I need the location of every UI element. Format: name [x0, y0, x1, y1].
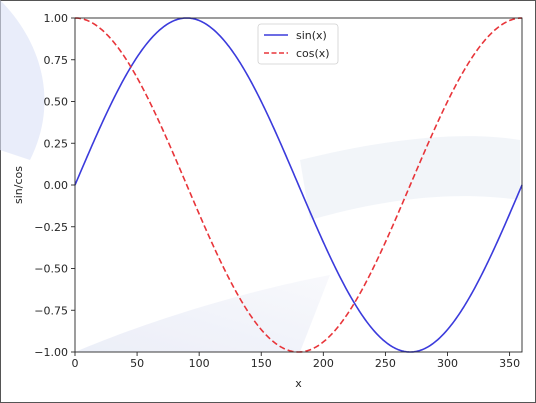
background-decoration [0, 0, 520, 352]
x-tick-label: 150 [251, 357, 272, 370]
y-tick-label: 0.25 [44, 137, 69, 150]
legend-label-sinx: sin(x) [296, 29, 327, 42]
legend-label-cosx: cos(x) [296, 47, 330, 60]
y-tick-label: −0.25 [34, 221, 68, 234]
legend-box [257, 23, 339, 65]
x-tick-label: 100 [189, 357, 210, 370]
y-tick-label: −0.50 [34, 263, 68, 276]
y-tick-label: 0.75 [44, 54, 69, 67]
x-axis-label: x [295, 377, 302, 390]
x-tick-label: 50 [130, 357, 144, 370]
series-line-sinx [74, 17, 523, 353]
y-tick-label: 0.50 [44, 96, 69, 109]
y-tick-label: 1.00 [44, 12, 69, 25]
x-tick-label: 300 [437, 357, 458, 370]
x-tick-label: 250 [375, 357, 396, 370]
x-tick-label: 200 [313, 357, 334, 370]
axes: 0 50 100 150 200 250 300 350 −1.00 −0.75 −0.50 −0.2… [12, 12, 523, 390]
y-axis-label: sin/cos [12, 166, 25, 204]
x-tick-label: 350 [499, 357, 520, 370]
legend: sin(x) cos(x) [257, 23, 339, 65]
y-tick-label: −1.00 [34, 346, 68, 359]
x-tick-label: 0 [72, 357, 79, 370]
y-tick-label: −0.75 [34, 304, 68, 317]
y-tick-label: 0.00 [44, 179, 69, 192]
